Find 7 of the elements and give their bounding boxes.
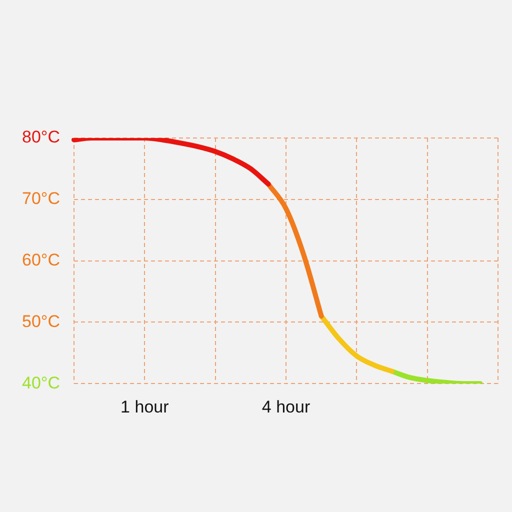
y-tick-label: 70°C <box>22 189 60 208</box>
x-tick-label: 1 hour <box>120 397 170 416</box>
x-tick-label: 4 hour <box>262 397 310 416</box>
y-tick-label: 60°C <box>22 250 60 270</box>
y-tick-label: 50°C <box>22 312 60 331</box>
y-tick-label: 80°C <box>22 128 60 147</box>
y-tick-label: 40°C <box>22 373 60 392</box>
